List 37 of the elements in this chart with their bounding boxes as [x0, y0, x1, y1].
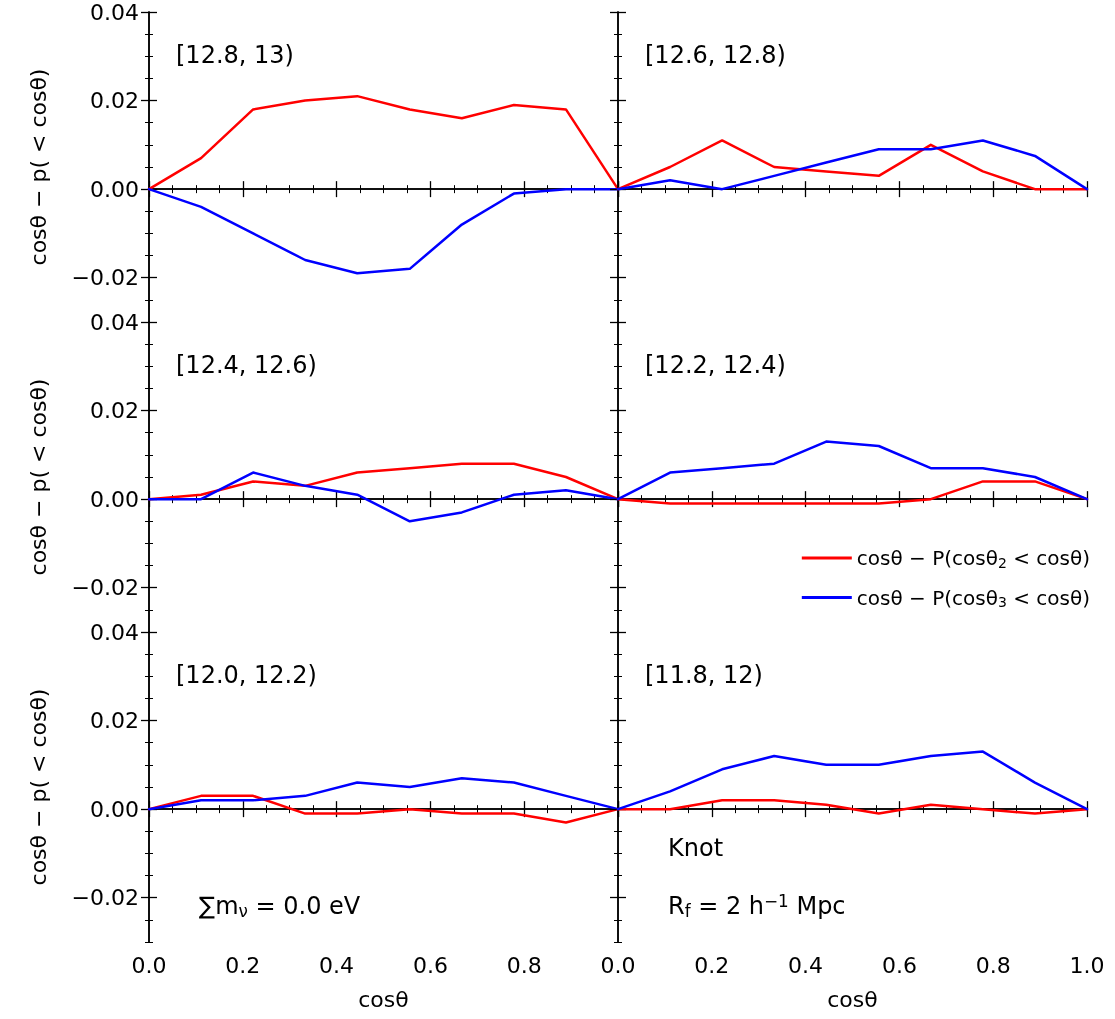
- y-tick-label: −0.02: [71, 885, 139, 911]
- text: [12.4, 12.6): [176, 351, 317, 379]
- legend-label: cosθ − P(cosθ3 < cosθ): [856, 585, 1091, 610]
- y-tick-label: 0.02: [90, 398, 139, 424]
- y-tick-label: 0.02: [90, 708, 139, 734]
- x-tick-label: 0.2: [694, 952, 730, 978]
- y-tick-label: 0.02: [90, 88, 139, 114]
- x-axis-title: cosθ: [358, 986, 409, 1012]
- x-tick-label: 0.6: [881, 952, 917, 978]
- x-axis-title: cosθ: [827, 986, 878, 1012]
- text: [12.0, 12.2): [176, 661, 317, 689]
- y-tick-label: 0.04: [90, 309, 139, 335]
- y-axis-title: cosθ − p( < cosθ): [25, 688, 51, 886]
- y-tick-label: 0.04: [90, 619, 139, 645]
- x-tick-label: 0.6: [412, 952, 448, 978]
- x-tick-label: 0.8: [506, 952, 542, 978]
- y-tick-label: 0.00: [90, 796, 139, 822]
- text: [12.2, 12.4): [645, 351, 786, 379]
- y-tick-label: −0.02: [71, 265, 139, 291]
- x-tick-label: 0.8: [975, 952, 1011, 978]
- annotation: Knot: [668, 834, 724, 862]
- text: [12.6, 12.8): [645, 41, 786, 69]
- y-axis-title: cosθ − p( < cosθ): [25, 68, 51, 266]
- legend-label: cosθ − P(cosθ2 < cosθ): [856, 546, 1091, 571]
- text: [11.8, 12): [645, 661, 763, 689]
- y-tick-label: 0.04: [90, 0, 139, 25]
- y-tick-label: −0.02: [71, 575, 139, 601]
- y-tick-label: 0.00: [90, 486, 139, 512]
- x-tick-label: 0.0: [600, 952, 636, 978]
- y-tick-label: 0.00: [90, 176, 139, 202]
- x-tick-label: 1.0: [1069, 952, 1105, 978]
- x-tick-label: 0.4: [788, 952, 824, 978]
- x-tick-label: 0.0: [131, 952, 167, 978]
- x-tick-label: 0.2: [225, 952, 261, 978]
- x-tick-label: 0.4: [319, 952, 355, 978]
- text: [12.8, 13): [176, 41, 294, 69]
- y-axis-title: cosθ − p( < cosθ): [25, 378, 51, 576]
